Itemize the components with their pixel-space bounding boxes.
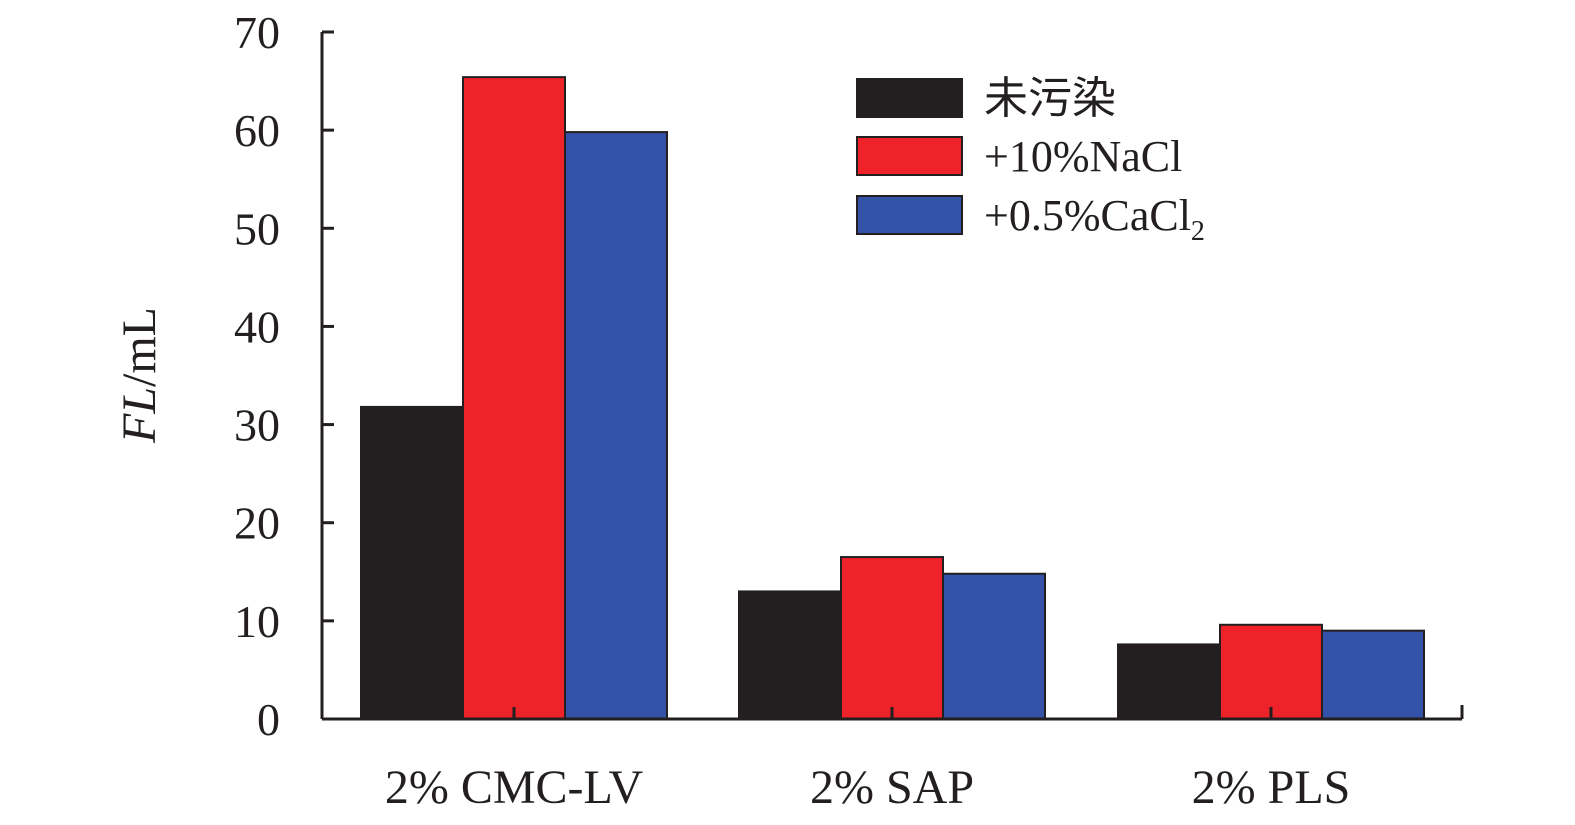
x-category-label: 2% SAP [810, 761, 974, 814]
bar-uncontaminated-2 [738, 590, 842, 721]
bars-layer [360, 76, 1425, 721]
bar-nacl-2 [840, 556, 944, 720]
y-axis-title: FL/mL [113, 307, 166, 444]
y-tick-label: 70 [234, 7, 280, 58]
y-tick-label: 0 [257, 694, 280, 745]
bar-cacl2-3 [1321, 629, 1425, 721]
legend-swatch-cacl2 [856, 195, 963, 235]
legend-swatch-uncontaminated [856, 78, 963, 118]
y-tick-label: 30 [234, 400, 280, 451]
x-category-label: 2% CMC-LV [385, 761, 644, 814]
y-axis-title-italic: FL [113, 387, 166, 444]
y-tick-label: 10 [234, 596, 280, 647]
bar-nacl-3 [1219, 623, 1323, 720]
x-ticks: 2% CMC-LV 2% SAP 2% PLS [385, 705, 1464, 814]
bar-uncontaminated-3 [1117, 643, 1221, 721]
bar-cacl2-2 [942, 572, 1046, 721]
y-axis-title-unit: /mL [113, 307, 166, 387]
bar-uncontaminated-1 [360, 405, 464, 720]
legend-label-cacl2-main: +0.5%CaCl [984, 191, 1191, 240]
y-tick-label: 40 [234, 301, 280, 352]
legend-label-uncontaminated: 未污染 [984, 74, 1116, 123]
legend-swatch-nacl [856, 136, 963, 176]
legend-label-cacl2: +0.5%CaCl2 [984, 191, 1205, 247]
bar-nacl-1 [462, 76, 566, 721]
legend-label-nacl: +10%NaCl [984, 132, 1182, 181]
y-ticks: 0 10 20 30 40 50 60 70 [234, 7, 334, 745]
legend: 未污染 +10%NaCl +0.5%CaCl2 [856, 74, 1205, 247]
x-category-label: 2% PLS [1192, 761, 1351, 814]
y-tick-label: 60 [234, 105, 280, 156]
bar-cacl2-1 [564, 131, 668, 720]
y-tick-label: 20 [234, 498, 280, 549]
legend-label-cacl2-subscript: 2 [1191, 216, 1205, 247]
y-tick-label: 50 [234, 203, 280, 254]
